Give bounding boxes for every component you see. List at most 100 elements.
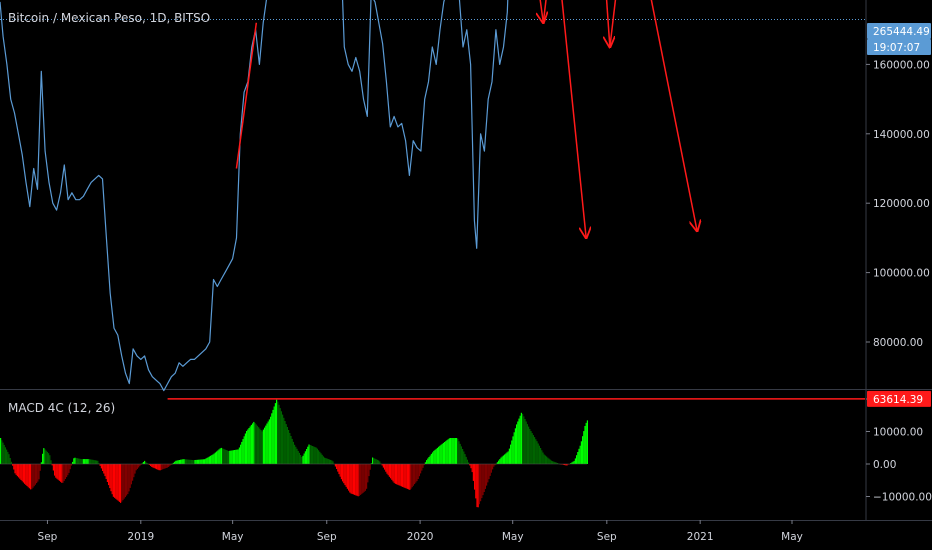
arrow-line[interactable] <box>609 0 628 48</box>
macd-bar <box>354 464 356 495</box>
macd-bar <box>78 458 80 464</box>
macd-bar <box>478 464 480 505</box>
trend-line[interactable] <box>235 22 258 169</box>
macd-bar <box>258 427 260 464</box>
macd-bar <box>200 459 202 464</box>
macd-bar <box>92 459 94 464</box>
macd-bar <box>189 459 191 464</box>
macd-bar <box>18 464 20 478</box>
macd-bar <box>356 464 358 496</box>
macd-bar <box>103 464 105 474</box>
macd-bar <box>199 459 201 464</box>
macd-bar <box>249 426 251 464</box>
macd-bar <box>124 464 126 498</box>
macd-bar <box>289 433 291 464</box>
macd-bar <box>157 464 159 470</box>
macd-bar <box>472 464 474 481</box>
macd-bar <box>378 460 380 464</box>
macd-bar <box>138 464 140 468</box>
macd-bar <box>367 464 369 483</box>
macd-bar <box>117 464 119 501</box>
price-axis[interactable]: 80000.00 100000.00 120000.00 140000.00 16000… <box>866 0 932 504</box>
macd-bar <box>204 459 206 464</box>
macd-bar <box>579 445 581 464</box>
macd-bar <box>366 464 368 489</box>
arrow-line[interactable] <box>551 0 586 238</box>
macd-bar <box>406 464 408 489</box>
symbol-title[interactable]: Bitcoin / Mexican Peso, 1D, BITSO <box>8 11 210 25</box>
time-tick-label: Sep <box>38 531 58 543</box>
time-axis[interactable]: Sep 2019 May Sep 2020 May Sep 2021 May <box>38 520 803 543</box>
macd-bar <box>297 450 299 464</box>
macd-bar <box>57 464 59 480</box>
macd-bar <box>122 464 124 501</box>
macd-bar <box>291 438 293 464</box>
macd-bar <box>295 446 297 464</box>
arrow-line[interactable] <box>542 0 554 23</box>
macd-bar <box>127 464 129 494</box>
macd-bar <box>69 464 71 470</box>
macd-bar <box>516 424 518 464</box>
macd-bar <box>192 460 194 464</box>
indicator-title[interactable]: MACD 4C (12, 26) <box>8 401 115 415</box>
macd-bar <box>102 464 104 471</box>
macd-bar <box>564 464 566 466</box>
macd-bar <box>554 462 556 464</box>
macd-bar <box>414 464 416 485</box>
macd-bar <box>64 464 66 479</box>
macd-bar <box>170 464 172 465</box>
macd-bar <box>109 464 111 489</box>
macd-bar <box>336 464 338 469</box>
macd-bar <box>492 464 494 470</box>
macd-bar <box>156 464 158 470</box>
macd-bar <box>537 443 539 464</box>
macd-bar <box>116 464 118 500</box>
macd-bar <box>529 429 531 464</box>
macd-bar <box>283 417 285 464</box>
macd-bar <box>446 440 448 464</box>
macd-bar <box>500 457 502 464</box>
macd-bar <box>224 449 226 464</box>
macd-bar <box>520 412 522 464</box>
macd-bar <box>237 449 239 464</box>
price-tick-label: 120000.00 <box>873 198 930 210</box>
countdown-tag: 19:07:07 <box>873 42 920 54</box>
macd-bar <box>241 441 243 464</box>
macd-bar <box>393 464 395 483</box>
macd-bar <box>499 459 501 464</box>
drawing-annotations[interactable] <box>167 0 865 400</box>
macd-bar <box>145 461 147 464</box>
macd-bar <box>205 458 207 464</box>
macd-bar <box>394 464 396 484</box>
macd-pane[interactable] <box>0 399 588 508</box>
macd-bar <box>256 425 258 464</box>
macd-bar <box>298 452 300 464</box>
macd-bar <box>399 464 401 486</box>
macd-bar <box>261 431 263 464</box>
macd-bar <box>48 453 50 464</box>
macd-bar <box>184 459 186 464</box>
macd-bar <box>55 464 57 478</box>
macd-bar <box>507 451 509 464</box>
macd-bar <box>181 459 183 464</box>
macd-bar <box>163 464 165 469</box>
macd-bar <box>585 422 587 464</box>
macd-bar <box>340 464 342 480</box>
macd-bar <box>110 464 112 492</box>
macd-bar <box>12 464 14 466</box>
macd-bar <box>292 441 294 464</box>
price-pane[interactable] <box>0 0 865 392</box>
macd-bar <box>99 464 101 466</box>
macd-bar <box>532 435 534 464</box>
macd-bar <box>583 431 585 464</box>
macd-bar <box>247 429 249 464</box>
macd-bar <box>61 464 63 483</box>
macd-bar <box>504 454 506 464</box>
macd-bar <box>10 461 12 464</box>
macd-bar <box>186 459 188 464</box>
macd-bar <box>187 459 189 464</box>
macd-bar <box>230 450 232 464</box>
arrow-line[interactable] <box>630 0 697 231</box>
macd-bar <box>238 447 240 464</box>
